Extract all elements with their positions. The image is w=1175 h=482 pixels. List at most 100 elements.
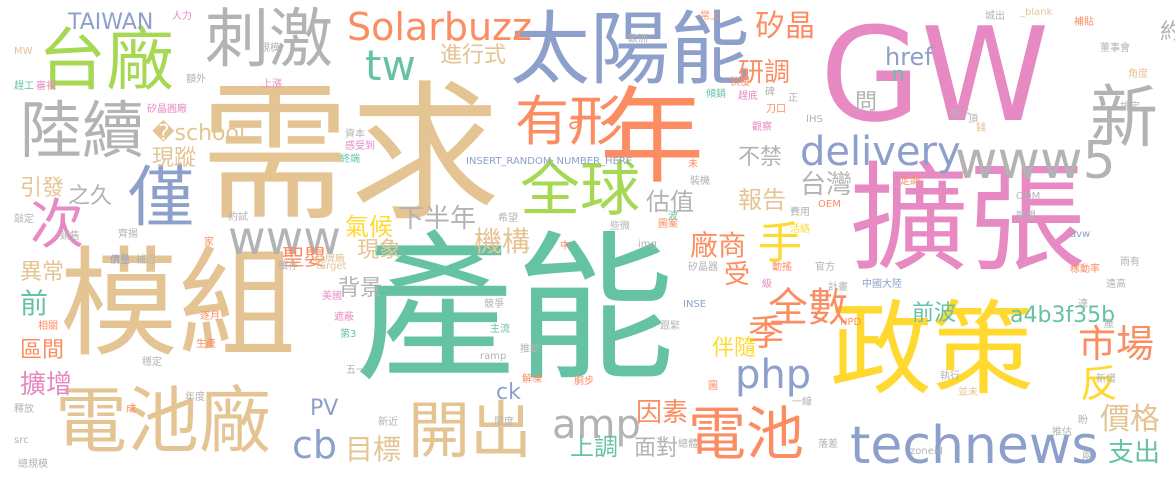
word-n: n	[892, 62, 905, 86]
small-word: 生產	[196, 339, 216, 350]
small-word: 審視	[36, 81, 56, 92]
word-guzhi: 估值	[646, 188, 694, 216]
word-nian: 年	[600, 76, 705, 198]
word-yinsu: 因素	[636, 398, 689, 428]
small-word: ODM	[1016, 191, 1041, 202]
small-word: 矽晶器	[688, 262, 718, 273]
word-wen: 問	[855, 90, 878, 115]
word-ciji: 刺激	[205, 3, 333, 77]
word-beijing: 背景	[338, 276, 383, 301]
small-word: 競爭	[484, 299, 504, 310]
word-mubiao: 目標	[345, 433, 402, 466]
word-miandui: 面對	[634, 436, 679, 461]
small-word: 遮蔽	[334, 312, 354, 323]
word-pv: PV	[310, 396, 339, 421]
word-xianxiang: 現象	[357, 238, 402, 263]
small-word: 雨有	[1120, 257, 1140, 268]
word-taichang: 台廠	[38, 22, 175, 101]
small-word: 相關	[38, 321, 58, 332]
small-word: 總規模	[18, 459, 48, 470]
small-word: 稼動率	[1070, 264, 1100, 275]
small-word: 敲定	[14, 214, 34, 225]
small-word: 限度	[494, 417, 514, 428]
word-kuida: �school	[152, 121, 246, 146]
small-word: avw	[1070, 229, 1091, 240]
word-zhengce: 政策	[830, 291, 1034, 410]
word-xijing: 矽晶	[755, 9, 815, 44]
small-word: 歐洲	[628, 34, 648, 45]
small-word: 逐月	[200, 311, 220, 322]
word-solarbuzz: Solarbuzz	[347, 5, 532, 49]
word-quanqiu: 全球	[520, 155, 640, 225]
word-www: www	[228, 211, 341, 265]
small-word: 補近	[136, 255, 156, 266]
word-tw: tw	[365, 41, 416, 90]
small-word: 穩定	[142, 357, 162, 368]
word-dianchichang: 電池廠	[55, 379, 272, 463]
small-word: 波	[668, 211, 678, 222]
word-kuozhang: 擴張	[850, 150, 1087, 288]
small-word: 美國	[322, 291, 342, 302]
small-word: 產	[1104, 319, 1114, 330]
small-word: ramp	[480, 351, 507, 362]
small-word: target	[316, 261, 347, 272]
small-word: 趕底	[738, 91, 758, 102]
word-www5: www5	[955, 131, 1116, 191]
word-qian: 前	[20, 287, 49, 320]
small-word: _blank	[1020, 7, 1053, 18]
word-zhichu: 支出	[1108, 438, 1161, 468]
small-word: 常上	[700, 11, 720, 22]
small-word: 矽晶圓廠	[147, 104, 187, 115]
word-taiwan: TAIWAN	[68, 10, 154, 35]
small-word: img	[638, 239, 657, 250]
small-word: 人力	[172, 11, 192, 22]
small-word: 五一	[346, 365, 366, 376]
word-shengying: 聖嬰	[282, 246, 327, 271]
small-word: 裝機	[690, 176, 710, 187]
word-mozu: 模組	[60, 235, 297, 373]
small-word: 總體	[678, 439, 698, 450]
small-word: 計畫	[828, 282, 848, 293]
word-hash: a4b3f35b	[1010, 303, 1116, 328]
small-word: 城出	[985, 11, 1005, 22]
small-word: 家	[204, 237, 214, 248]
small-word: 一線	[792, 397, 812, 408]
word-yinfa: 引發	[20, 176, 65, 201]
small-word: 達	[1078, 299, 1088, 310]
word-bansui: 伴隨	[712, 336, 757, 361]
small-word: 跟緊	[660, 321, 680, 332]
word-taiwan-cn: 台灣	[800, 170, 853, 200]
small-word: 中國大陸	[862, 279, 902, 290]
word-xiabannian: 下半年	[398, 204, 477, 234]
small-word: 遠高	[1106, 279, 1126, 290]
word-yandiao: 研調	[738, 58, 791, 88]
word-yichang: 異常	[20, 260, 65, 285]
small-word: 推動	[520, 344, 540, 355]
word-cb: cb	[292, 423, 338, 467]
small-word: 希望	[498, 213, 518, 224]
small-word: 未	[688, 159, 698, 170]
small-word: IHS	[806, 114, 823, 125]
word-xianzong: 現蹤	[152, 146, 197, 171]
small-word: 排定	[1120, 102, 1140, 113]
small-word: 新近	[378, 417, 398, 428]
small-word: 約試	[228, 212, 248, 223]
small-word: 傾銷	[706, 89, 726, 100]
small-word: OEM	[818, 199, 841, 210]
small-word: 價量	[110, 255, 130, 266]
word-shou2: 受	[724, 260, 751, 290]
small-word: MW	[14, 46, 33, 57]
small-word: src	[14, 435, 29, 446]
small-word: 觀察	[752, 122, 772, 133]
word-shou: 手	[758, 218, 802, 269]
small-word: 中	[560, 241, 570, 252]
word-zhijiu: 之久	[68, 184, 113, 209]
small-word: 圖	[708, 381, 718, 392]
small-word: 動搖	[772, 262, 792, 273]
word-technews: technews	[850, 416, 1099, 476]
small-word: 年度	[185, 392, 205, 403]
word-xin: 新	[1090, 79, 1159, 158]
word-kaichu: 開出	[408, 394, 533, 467]
small-word: 成	[126, 404, 136, 415]
